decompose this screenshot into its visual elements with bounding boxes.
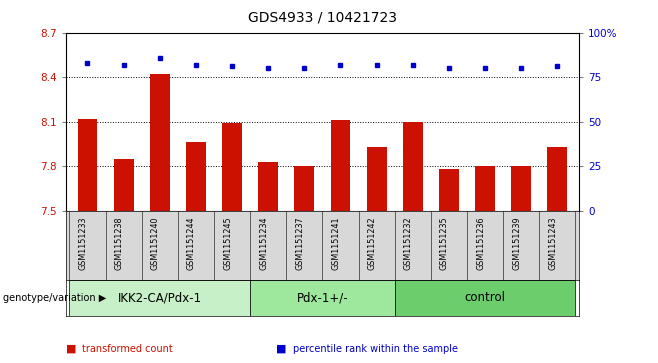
Text: GSM1151240: GSM1151240 xyxy=(151,216,160,270)
Bar xyxy=(395,280,576,316)
Bar xyxy=(547,147,567,211)
Text: GSM1151238: GSM1151238 xyxy=(114,216,124,270)
Text: GSM1151234: GSM1151234 xyxy=(259,216,268,270)
Text: Pdx-1+/-: Pdx-1+/- xyxy=(297,291,348,304)
Text: GSM1151241: GSM1151241 xyxy=(332,216,340,270)
Text: GSM1151236: GSM1151236 xyxy=(476,216,485,270)
Bar xyxy=(439,169,459,211)
Text: GSM1151242: GSM1151242 xyxy=(368,216,376,270)
Text: ■: ■ xyxy=(66,344,76,354)
Text: IKK2-CA/Pdx-1: IKK2-CA/Pdx-1 xyxy=(118,291,202,304)
Bar xyxy=(330,120,351,211)
Bar xyxy=(294,166,315,211)
Text: control: control xyxy=(465,291,505,304)
Text: transformed count: transformed count xyxy=(82,344,173,354)
Text: genotype/variation ▶: genotype/variation ▶ xyxy=(3,293,107,303)
Bar xyxy=(403,122,422,211)
Text: GSM1151235: GSM1151235 xyxy=(440,216,449,270)
Text: GSM1151233: GSM1151233 xyxy=(78,216,88,270)
Text: GSM1151243: GSM1151243 xyxy=(548,216,557,270)
Bar xyxy=(367,147,387,211)
Bar xyxy=(69,280,250,316)
Bar xyxy=(150,74,170,211)
Bar xyxy=(258,162,278,211)
Bar xyxy=(78,119,97,211)
Bar xyxy=(250,280,395,316)
Text: GSM1151232: GSM1151232 xyxy=(404,216,413,270)
Text: percentile rank within the sample: percentile rank within the sample xyxy=(293,344,458,354)
Text: ■: ■ xyxy=(276,344,287,354)
Bar xyxy=(222,123,242,211)
Bar xyxy=(186,142,206,211)
Text: GSM1151237: GSM1151237 xyxy=(295,216,305,270)
Bar xyxy=(114,159,134,211)
Text: GSM1151244: GSM1151244 xyxy=(187,216,196,270)
Text: GSM1151239: GSM1151239 xyxy=(512,216,521,270)
Bar xyxy=(475,166,495,211)
Text: GSM1151245: GSM1151245 xyxy=(223,216,232,270)
Text: GDS4933 / 10421723: GDS4933 / 10421723 xyxy=(248,11,397,25)
Bar xyxy=(511,166,531,211)
